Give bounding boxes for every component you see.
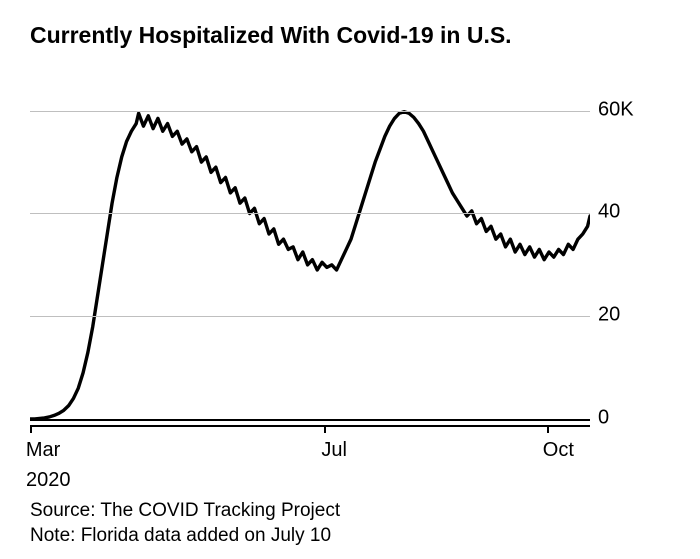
y-tick-label: 0: [598, 406, 642, 429]
x-axis: MarJulOct2020: [30, 419, 590, 489]
y-tick-label: 60K: [598, 98, 642, 121]
x-axis-line: [30, 425, 590, 427]
y-tick-label: 20: [598, 304, 642, 327]
y-tick-label: 40: [598, 201, 642, 224]
x-tick-mark: [324, 425, 326, 433]
chart-footer: Source: The COVID Tracking Project Note:…: [30, 498, 340, 548]
chart-title: Currently Hospitalized With Covid-19 in …: [30, 22, 670, 49]
x-tick-mark: [547, 425, 549, 433]
gridline: [30, 213, 590, 214]
gridline: [30, 316, 590, 317]
x-tick-label: Jul: [321, 439, 347, 462]
hospitalization-line: [30, 112, 590, 419]
chart-container: Currently Hospitalized With Covid-19 in …: [0, 0, 700, 559]
x-year-label: 2020: [26, 469, 71, 492]
gridline: [30, 111, 590, 112]
x-tick-mark: [30, 425, 32, 433]
plot-area: 0204060K: [30, 85, 642, 419]
x-tick-label: Oct: [543, 439, 574, 462]
x-tick-label: Mar: [26, 439, 60, 462]
source-line: Source: The COVID Tracking Project: [30, 498, 340, 523]
chart-area: 0204060K MarJulOct2020: [30, 85, 670, 489]
note-line: Note: Florida data added on July 10: [30, 523, 340, 548]
line-series: [30, 85, 590, 419]
